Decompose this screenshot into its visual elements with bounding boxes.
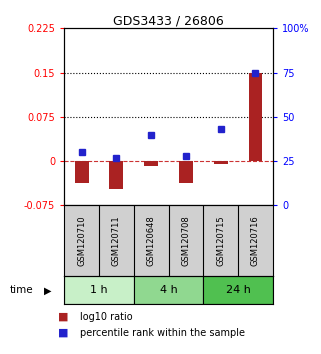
Text: log10 ratio: log10 ratio [80, 312, 133, 322]
Text: percentile rank within the sample: percentile rank within the sample [80, 328, 245, 338]
Bar [134, 276, 203, 304]
Text: GSM120710: GSM120710 [77, 215, 86, 266]
Text: 1 h: 1 h [90, 285, 108, 295]
Text: time: time [10, 285, 33, 295]
Text: GSM120715: GSM120715 [216, 215, 225, 266]
Bar [248, 73, 262, 161]
Text: ▶: ▶ [44, 285, 52, 295]
Text: GSM120716: GSM120716 [251, 215, 260, 266]
Bar [144, 161, 158, 166]
Bar [203, 276, 273, 304]
Text: ■: ■ [58, 312, 68, 322]
Text: GSM120711: GSM120711 [112, 215, 121, 266]
Bar [74, 161, 89, 183]
Text: GSM120708: GSM120708 [181, 215, 190, 266]
Bar [179, 161, 193, 183]
Bar [64, 276, 134, 304]
Text: 4 h: 4 h [160, 285, 178, 295]
Text: 24 h: 24 h [226, 285, 250, 295]
Bar [214, 161, 228, 164]
Bar [109, 161, 123, 189]
Text: GSM120648: GSM120648 [147, 215, 156, 266]
Title: GDS3433 / 26806: GDS3433 / 26806 [113, 14, 224, 27]
Text: ■: ■ [58, 328, 68, 338]
